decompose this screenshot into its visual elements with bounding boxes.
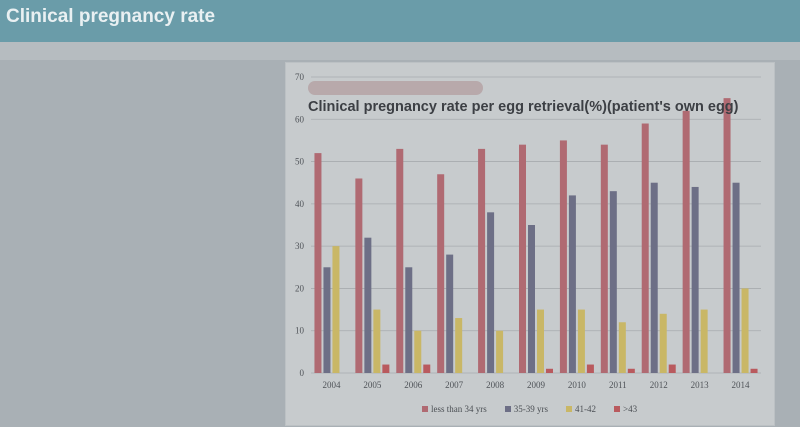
bar (314, 153, 322, 373)
bar (332, 246, 340, 373)
x-tick-label: 2011 (609, 380, 627, 390)
x-tick-label: 2006 (404, 380, 423, 390)
x-tick-label: 2009 (527, 380, 546, 390)
bar (609, 191, 617, 373)
y-tick-label: 10 (295, 326, 305, 336)
x-tick-label: 2010 (568, 380, 587, 390)
bar (559, 140, 567, 373)
bar (519, 144, 526, 373)
bar (641, 123, 649, 373)
legend-item: >43 (614, 404, 637, 414)
y-tick-label: 60 (295, 114, 305, 124)
bar (732, 182, 740, 373)
legend-item: less than 34 yrs (422, 404, 487, 414)
x-tick-label: 2008 (486, 380, 505, 390)
x-tick-label: 2014 (732, 380, 751, 390)
legend-item: 35-39 yrs (504, 404, 548, 414)
bar (618, 322, 626, 373)
bar (323, 267, 331, 373)
bar (568, 195, 576, 373)
bar (478, 148, 486, 373)
bar (528, 225, 535, 373)
bar (423, 364, 431, 373)
bar (364, 237, 372, 373)
header-bar: Clinical pregnancy rate (0, 0, 800, 42)
legend-swatch (504, 406, 511, 412)
bar (355, 178, 363, 373)
bar (537, 309, 544, 373)
bar (496, 330, 504, 373)
legend-item: 41-42 (566, 404, 596, 414)
bar (455, 318, 463, 373)
bar (659, 313, 667, 373)
y-tick-label: 30 (295, 241, 305, 251)
bar (437, 174, 445, 373)
bar (405, 267, 413, 373)
bar (750, 368, 758, 373)
page-title: Clinical pregnancy rate (6, 6, 216, 27)
legend-label: 35-39 yrs (513, 404, 548, 414)
bar (373, 309, 381, 373)
y-tick-label: 0 (300, 368, 305, 378)
x-tick-label: 2013 (691, 380, 710, 390)
chart-panel: 0 10 20 30 40 50 60 70 2004 2005 2006 2007 2008 2009 2… (285, 62, 775, 426)
bar (723, 98, 731, 373)
bar (446, 254, 454, 373)
bar (668, 364, 676, 373)
x-tick-label: 2012 (650, 380, 668, 390)
legend-swatch (566, 406, 572, 412)
bar (586, 364, 594, 373)
bar (650, 182, 658, 373)
legend-label: less than 34 yrs (431, 404, 487, 414)
y-tick-label: 50 (295, 157, 305, 167)
bar (700, 309, 708, 373)
x-tick-label: 2004 (322, 380, 341, 390)
legend-swatch (422, 406, 428, 412)
x-tick-label: 2005 (363, 380, 382, 390)
legend-swatch (614, 406, 620, 412)
bar (682, 110, 690, 374)
bar-chart: 0 10 20 30 40 50 60 70 2004 2005 2006 2007 2008 2009 2… (295, 72, 761, 390)
bar (741, 288, 749, 373)
bar (627, 368, 635, 373)
bar (414, 330, 422, 373)
bar (577, 309, 585, 373)
blurred-label (308, 81, 483, 95)
bar (396, 148, 404, 373)
bar (382, 364, 390, 373)
y-tick-label: 40 (295, 199, 305, 209)
bar (600, 144, 608, 373)
legend-label: 41-42 (575, 404, 596, 414)
y-tick-label: 70 (295, 72, 305, 82)
bar (691, 186, 699, 373)
chart-legend: less than 34 yrs 35-39 yrs 41-42 >43 (422, 404, 637, 414)
slide-strip (0, 42, 800, 60)
x-tick-label: 2007 (445, 380, 464, 390)
chart-title: Clinical pregnancy rate per egg retrieva… (308, 99, 739, 115)
bar (487, 212, 495, 373)
legend-label: >43 (623, 404, 638, 414)
bar (546, 368, 553, 373)
y-tick-label: 20 (295, 283, 305, 293)
